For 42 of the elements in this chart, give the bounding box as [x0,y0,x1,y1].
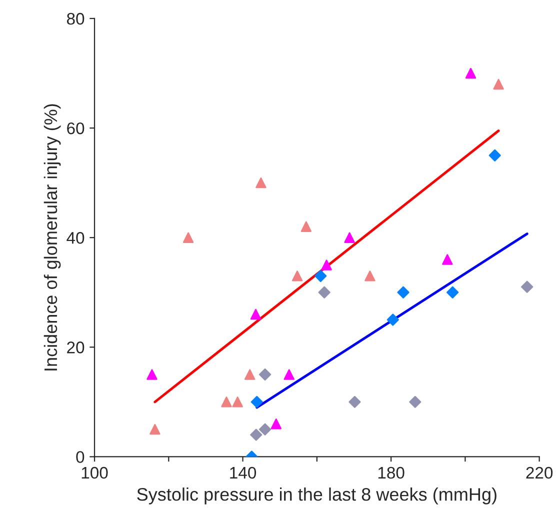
y-tick-label: 60 [67,122,84,134]
point [292,270,303,282]
point [244,369,256,380]
point [258,368,272,381]
point [321,260,332,270]
point [146,369,158,380]
point [344,232,355,243]
x-tick-label: 100 [82,466,108,479]
y-tick-label: 0 [76,451,84,463]
point [446,286,459,298]
y-tick-label: 40 [66,232,84,244]
point [256,177,266,188]
point [386,314,399,326]
point [258,423,272,436]
y-tick-label: 20 [67,342,84,354]
x-tick-label: 180 [378,466,404,479]
y-axis-title: Incidence of glomerular injury (%) [44,104,61,370]
point [221,396,232,408]
point [318,286,330,298]
y-tick-label: 80 [66,12,84,25]
point [250,308,262,320]
point [409,396,422,408]
point [300,221,312,232]
point [364,270,376,282]
point [150,424,160,435]
point [250,428,262,441]
point [232,396,243,408]
point [397,286,410,298]
point [493,78,504,90]
point [442,254,453,265]
point [284,369,294,380]
point [270,418,282,430]
point [314,270,327,282]
point [250,396,263,408]
point [465,68,476,79]
point [348,396,361,408]
point [488,149,501,162]
x-tick-label: 140 [230,466,256,479]
x-axis-title: Systolic pressure in the last 8 weeks (mmHg) [137,488,496,504]
x-tick-label: 220 [526,466,553,479]
point [521,280,534,293]
point [182,232,194,243]
